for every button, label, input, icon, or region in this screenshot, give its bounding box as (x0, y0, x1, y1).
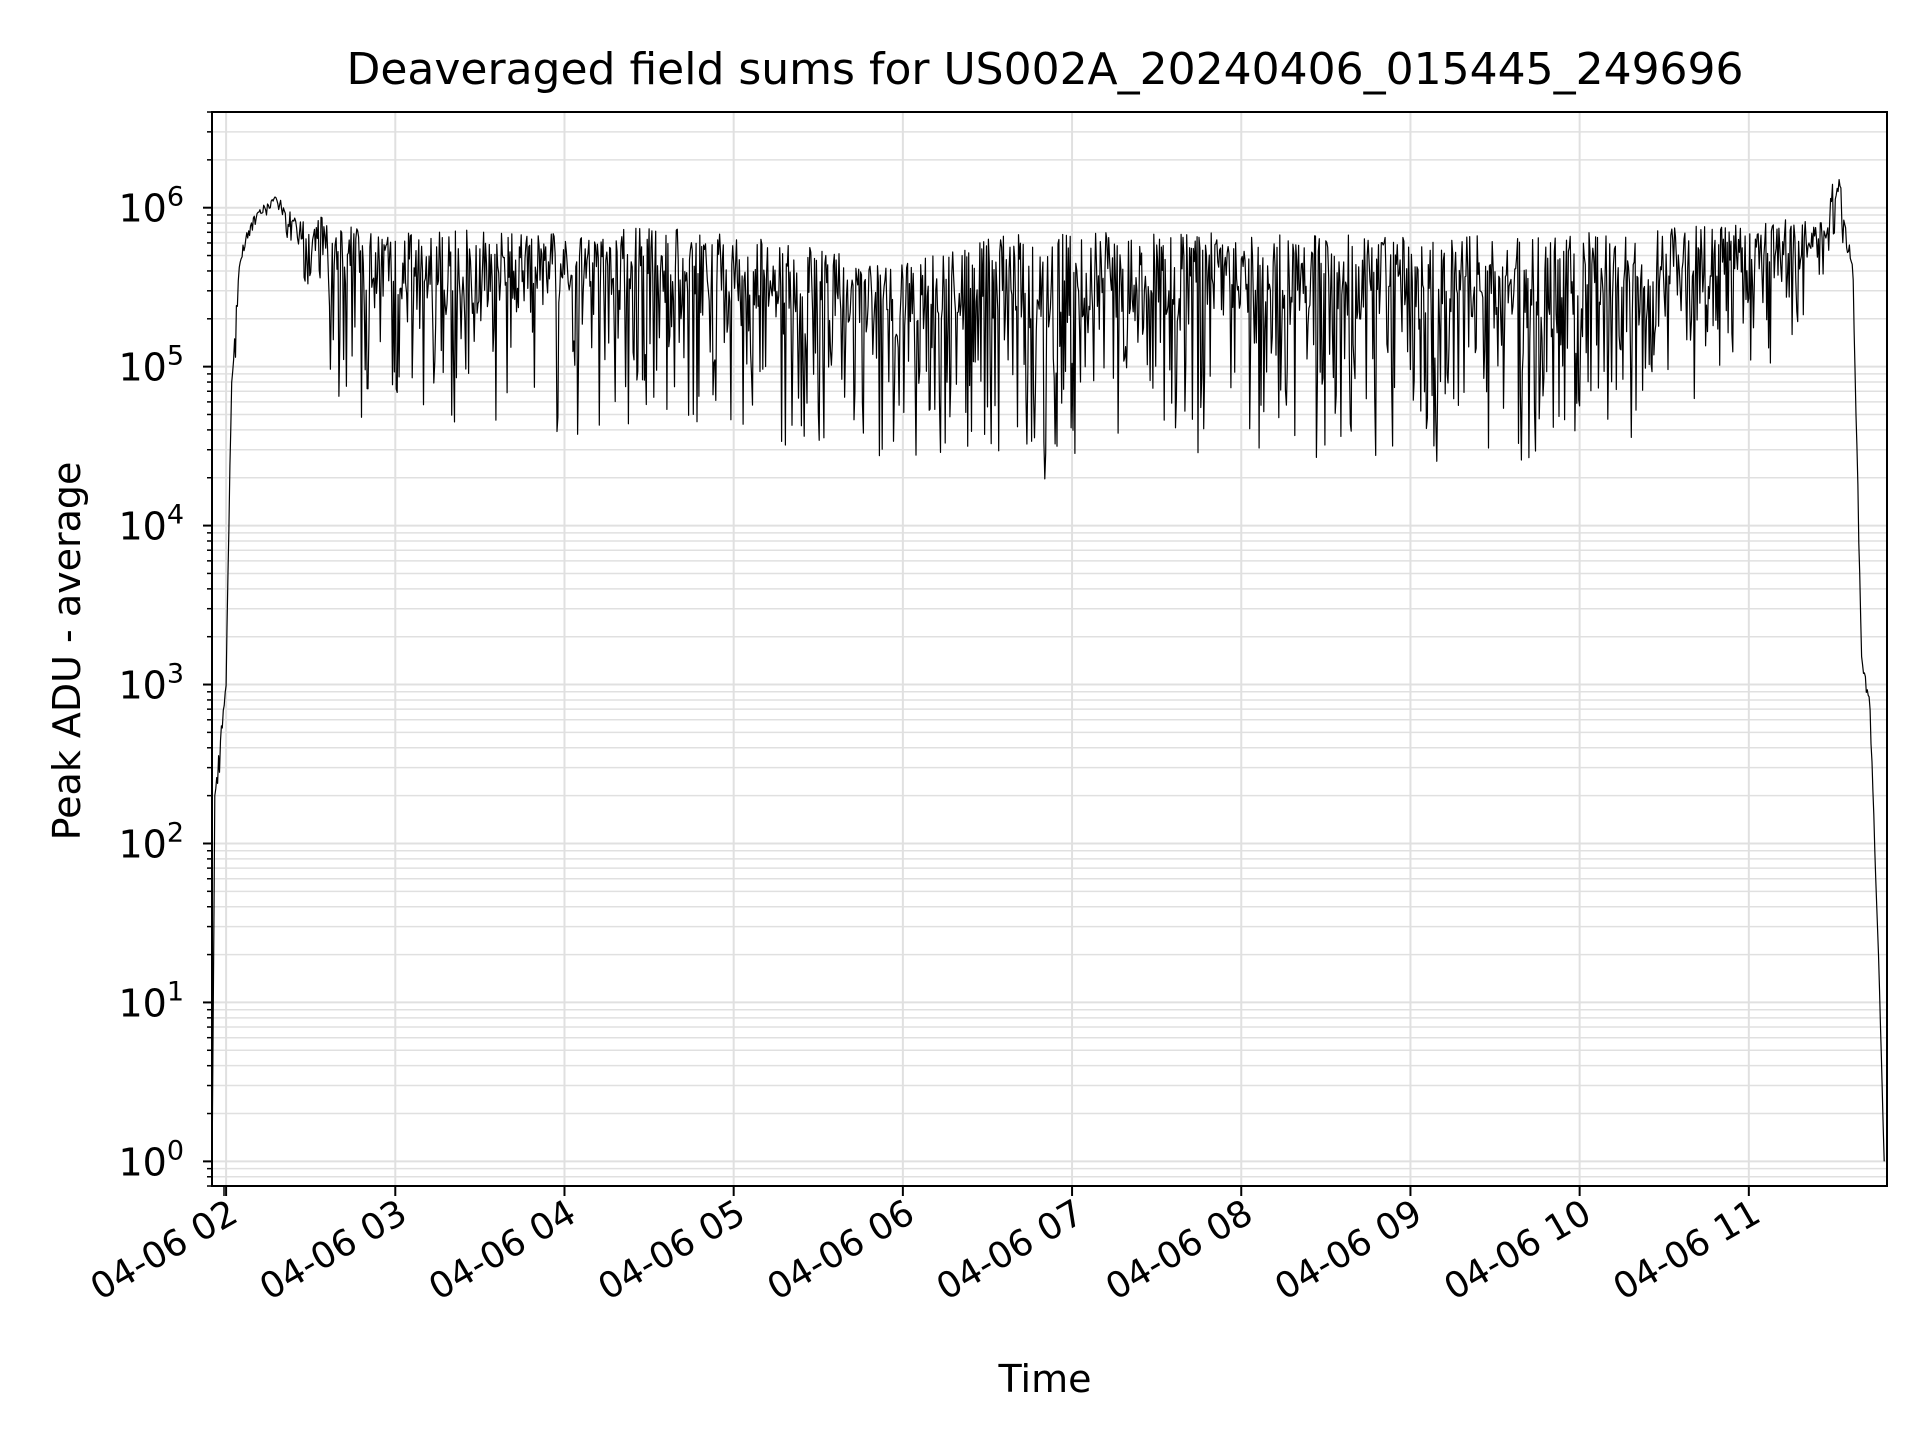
y-tick-label: 100 (118, 1135, 184, 1184)
plot-frame (211, 111, 1888, 1187)
y-axis-label: Peak ADU - average (45, 462, 89, 841)
series-line (211, 179, 1885, 1177)
x-axis-label: Time (998, 1357, 1092, 1401)
y-tick-label: 104 (118, 500, 184, 549)
y-tick-label: 105 (118, 341, 184, 390)
y-tick-label: 106 (118, 182, 184, 231)
y-tick-label: 101 (118, 976, 184, 1025)
grid (212, 111, 1887, 1187)
y-tick-label: 103 (118, 659, 184, 708)
data-layer (211, 179, 1885, 1177)
y-tick-label: 102 (118, 817, 184, 866)
chart-title: Deaveraged field sums for US002A_2024040… (346, 44, 1743, 95)
